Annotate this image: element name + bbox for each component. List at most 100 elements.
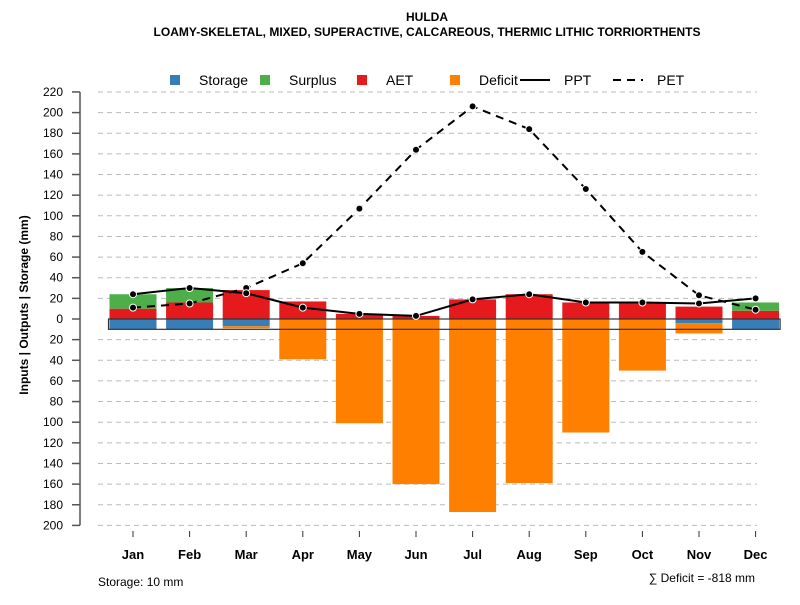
ppt-point <box>468 295 477 304</box>
y-tick-label: 140 <box>43 456 63 470</box>
legend-label: PPT <box>564 72 592 88</box>
pet-point <box>751 305 760 314</box>
deficit-bar <box>335 319 383 424</box>
ppt-line <box>132 287 756 317</box>
storage-bar <box>109 319 157 330</box>
deficit-bar <box>562 319 610 433</box>
legend-swatch <box>260 75 270 85</box>
storage-bar <box>732 319 780 330</box>
pet-line <box>132 105 756 311</box>
legend-item-surplus: Surplus <box>260 72 336 88</box>
y-tick-label: 20 <box>50 291 64 305</box>
legend-item-ppt: PPT <box>520 72 592 88</box>
pet-point <box>525 125 534 134</box>
ppt-point <box>581 298 590 307</box>
aet-bar <box>562 302 610 319</box>
deficit-bar <box>505 319 553 484</box>
ppt-point <box>638 298 647 307</box>
y-tick-label: 100 <box>43 415 63 429</box>
storage-bar <box>222 319 270 327</box>
aet-bar <box>449 299 497 319</box>
legend-item-aet: AET <box>357 72 414 88</box>
pet-point <box>298 259 307 268</box>
legend-swatch <box>450 75 460 85</box>
pet-point <box>638 247 647 256</box>
legend-swatch <box>357 75 367 85</box>
aet-bar <box>166 302 214 319</box>
y-tick-label: 200 <box>43 518 63 532</box>
y-tick-label: 200 <box>43 106 63 120</box>
ppt-point <box>242 289 251 298</box>
surplus-bar <box>109 294 157 309</box>
x-tick-label: Sep <box>574 547 598 562</box>
deficit-sum-annotation: ∑ Deficit = -818 mm <box>649 571 755 585</box>
y-tick-label: 40 <box>50 271 64 285</box>
deficit-bar <box>279 319 327 360</box>
legend-label: PET <box>657 72 685 88</box>
y-tick-label: 220 <box>43 85 63 99</box>
ppt-point <box>129 290 137 299</box>
chart-subtitle: LOAMY-SKELETAL, MIXED, SUPERACTIVE, CALC… <box>154 25 701 39</box>
pet-point <box>185 299 194 308</box>
legend-swatch <box>170 75 180 85</box>
ppt-point <box>751 294 760 303</box>
legend-label: Deficit <box>479 72 518 88</box>
pet-point <box>412 145 420 154</box>
y-tick-label: 60 <box>50 250 64 264</box>
ppt-point <box>185 284 194 293</box>
y-tick-label: 80 <box>50 229 64 243</box>
aet-bar <box>732 310 780 319</box>
aet-bar <box>618 303 666 319</box>
x-tick-label: Jul <box>463 547 482 562</box>
y-tick-label: 0 <box>56 312 63 326</box>
x-tick-label: Jan <box>122 547 144 562</box>
y-tick-label: 60 <box>50 374 64 388</box>
legend-item-deficit: Deficit <box>450 72 518 88</box>
ppt-point <box>695 299 703 308</box>
aet-bar <box>109 308 157 319</box>
deficit-bar <box>222 326 270 329</box>
surplus-bar <box>166 288 214 303</box>
deficit-bar <box>449 319 497 512</box>
deficit-bar <box>618 319 666 371</box>
storage-capacity-box <box>107 318 781 330</box>
y-tick-label: 20 <box>50 333 64 347</box>
legend-label: AET <box>386 72 414 88</box>
legend-item-storage: Storage <box>170 72 248 88</box>
x-tick-label: Aug <box>517 547 542 562</box>
aet-bar <box>675 306 723 319</box>
y-tick-label: 80 <box>50 395 64 409</box>
ppt-point <box>298 303 307 312</box>
x-tick-label: Dec <box>744 547 768 562</box>
bars <box>107 288 781 512</box>
pet-point <box>468 102 477 111</box>
y-axis: 2202001801601401201008060402002040608010… <box>43 85 81 532</box>
deficit-bar <box>392 319 440 485</box>
pet-point <box>695 291 703 300</box>
y-tick-label: 120 <box>43 436 63 450</box>
y-tick-label: 140 <box>43 168 63 182</box>
x-tick-label: Mar <box>235 547 258 562</box>
y-tick-label: 180 <box>43 498 63 512</box>
legend: Storage Surplus AET Deficit PPT PET <box>170 72 685 88</box>
y-tick-label: 100 <box>43 209 63 223</box>
y-tick-label: 160 <box>43 477 63 491</box>
x-tick-label: Apr <box>292 547 314 562</box>
ppt-point <box>355 309 364 318</box>
y-tick-label: 40 <box>50 353 64 367</box>
y-axis-label: Inputs | Outputs | Storage (mm) <box>17 215 31 394</box>
storage-bar <box>166 319 214 330</box>
storage-annotation: Storage: 10 mm <box>98 575 183 589</box>
x-tick-label: Feb <box>178 547 201 562</box>
deficit-bar <box>675 323 723 334</box>
ppt-point <box>412 311 420 320</box>
pet-point <box>581 184 590 193</box>
x-tick-label: May <box>347 547 373 562</box>
y-tick-label: 120 <box>43 188 63 202</box>
x-tick-label: Jun <box>404 547 427 562</box>
y-tick-label: 160 <box>43 147 63 161</box>
pet-point <box>129 303 137 312</box>
legend-label: Surplus <box>289 72 336 88</box>
aet-bar <box>505 294 553 319</box>
